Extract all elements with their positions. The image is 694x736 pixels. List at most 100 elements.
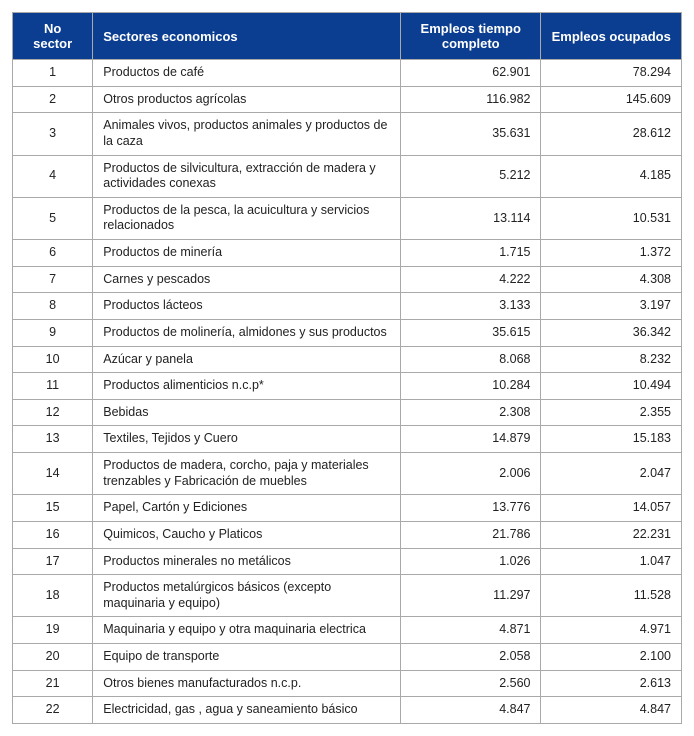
- cell-empleos-oc: 2.047: [541, 453, 682, 495]
- table-row: 19Maquinaria y equipo y otra maquinaria …: [13, 617, 682, 644]
- table-body: 1Productos de café62.90178.2942Otros pro…: [13, 60, 682, 724]
- table-row: 4Productos de silvicultura, extracción d…: [13, 155, 682, 197]
- table-row: 2Otros productos agrícolas116.982145.609: [13, 86, 682, 113]
- cell-sector: Textiles, Tejidos y Cuero: [93, 426, 401, 453]
- cell-empleos-oc: 2.100: [541, 644, 682, 671]
- cell-no: 21: [13, 670, 93, 697]
- table-row: 20Equipo de transporte2.0582.100: [13, 644, 682, 671]
- cell-empleos-tc: 4.847: [401, 697, 541, 724]
- cell-empleos-oc: 22.231: [541, 521, 682, 548]
- cell-empleos-tc: 13.776: [401, 495, 541, 522]
- col-header-no: No sector: [13, 13, 93, 60]
- cell-sector: Animales vivos, productos animales y pro…: [93, 113, 401, 155]
- cell-empleos-oc: 1.047: [541, 548, 682, 575]
- cell-empleos-oc: 4.847: [541, 697, 682, 724]
- table-row: 12Bebidas2.3082.355: [13, 399, 682, 426]
- sectores-table: No sector Sectores economicos Empleos ti…: [12, 12, 682, 724]
- cell-empleos-oc: 36.342: [541, 319, 682, 346]
- cell-sector: Productos de minería: [93, 240, 401, 267]
- cell-empleos-oc: 14.057: [541, 495, 682, 522]
- cell-empleos-tc: 13.114: [401, 197, 541, 239]
- cell-empleos-oc: 4.971: [541, 617, 682, 644]
- table-header-row: No sector Sectores economicos Empleos ti…: [13, 13, 682, 60]
- cell-sector: Productos minerales no metálicos: [93, 548, 401, 575]
- cell-sector: Otros bienes manufacturados n.c.p.: [93, 670, 401, 697]
- cell-empleos-oc: 4.308: [541, 266, 682, 293]
- cell-no: 22: [13, 697, 93, 724]
- cell-sector: Productos de molinería, almidones y sus …: [93, 319, 401, 346]
- cell-empleos-tc: 14.879: [401, 426, 541, 453]
- cell-sector: Equipo de transporte: [93, 644, 401, 671]
- cell-empleos-tc: 35.631: [401, 113, 541, 155]
- table-row: 15Papel, Cartón y Ediciones13.77614.057: [13, 495, 682, 522]
- cell-empleos-tc: 5.212: [401, 155, 541, 197]
- table-row: 18Productos metalúrgicos básicos (except…: [13, 575, 682, 617]
- cell-sector: Papel, Cartón y Ediciones: [93, 495, 401, 522]
- cell-sector: Electricidad, gas , agua y saneamiento b…: [93, 697, 401, 724]
- cell-empleos-oc: 2.355: [541, 399, 682, 426]
- cell-empleos-tc: 1.026: [401, 548, 541, 575]
- table-row: 14Productos de madera, corcho, paja y ma…: [13, 453, 682, 495]
- cell-empleos-oc: 78.294: [541, 60, 682, 87]
- cell-empleos-oc: 2.613: [541, 670, 682, 697]
- cell-empleos-oc: 10.494: [541, 373, 682, 400]
- cell-sector: Productos de la pesca, la acuicultura y …: [93, 197, 401, 239]
- cell-sector: Azúcar y panela: [93, 346, 401, 373]
- cell-no: 4: [13, 155, 93, 197]
- cell-sector: Productos lácteos: [93, 293, 401, 320]
- table-row: 11Productos alimenticios n.c.p*10.28410.…: [13, 373, 682, 400]
- cell-sector: Productos de silvicultura, extracción de…: [93, 155, 401, 197]
- cell-empleos-tc: 2.006: [401, 453, 541, 495]
- cell-empleos-tc: 21.786: [401, 521, 541, 548]
- table-row: 10Azúcar y panela8.0688.232: [13, 346, 682, 373]
- cell-sector: Maquinaria y equipo y otra maquinaria el…: [93, 617, 401, 644]
- cell-sector: Bebidas: [93, 399, 401, 426]
- cell-no: 10: [13, 346, 93, 373]
- cell-empleos-tc: 11.297: [401, 575, 541, 617]
- col-header-sector: Sectores economicos: [93, 13, 401, 60]
- table-row: 5Productos de la pesca, la acuicultura y…: [13, 197, 682, 239]
- cell-no: 15: [13, 495, 93, 522]
- table-row: 21Otros bienes manufacturados n.c.p.2.56…: [13, 670, 682, 697]
- cell-no: 7: [13, 266, 93, 293]
- cell-empleos-tc: 116.982: [401, 86, 541, 113]
- cell-empleos-oc: 10.531: [541, 197, 682, 239]
- table-row: 9Productos de molinería, almidones y sus…: [13, 319, 682, 346]
- cell-empleos-oc: 1.372: [541, 240, 682, 267]
- cell-empleos-tc: 62.901: [401, 60, 541, 87]
- cell-sector: Carnes y pescados: [93, 266, 401, 293]
- cell-sector: Productos alimenticios n.c.p*: [93, 373, 401, 400]
- table-row: 13Textiles, Tejidos y Cuero14.87915.183: [13, 426, 682, 453]
- cell-empleos-tc: 2.058: [401, 644, 541, 671]
- table-row: 8Productos lácteos3.1333.197: [13, 293, 682, 320]
- table-row: 22Electricidad, gas , agua y saneamiento…: [13, 697, 682, 724]
- cell-empleos-tc: 10.284: [401, 373, 541, 400]
- cell-empleos-oc: 15.183: [541, 426, 682, 453]
- cell-empleos-tc: 35.615: [401, 319, 541, 346]
- cell-no: 16: [13, 521, 93, 548]
- table-row: 7Carnes y pescados4.2224.308: [13, 266, 682, 293]
- table-row: 3Animales vivos, productos animales y pr…: [13, 113, 682, 155]
- cell-empleos-oc: 145.609: [541, 86, 682, 113]
- cell-sector: Productos de madera, corcho, paja y mate…: [93, 453, 401, 495]
- cell-empleos-tc: 2.560: [401, 670, 541, 697]
- cell-empleos-oc: 3.197: [541, 293, 682, 320]
- cell-sector: Otros productos agrícolas: [93, 86, 401, 113]
- cell-no: 3: [13, 113, 93, 155]
- cell-no: 13: [13, 426, 93, 453]
- cell-no: 18: [13, 575, 93, 617]
- cell-no: 20: [13, 644, 93, 671]
- cell-sector: Productos metalúrgicos básicos (excepto …: [93, 575, 401, 617]
- cell-no: 5: [13, 197, 93, 239]
- cell-empleos-tc: 1.715: [401, 240, 541, 267]
- cell-sector: Quimicos, Caucho y Platicos: [93, 521, 401, 548]
- cell-no: 17: [13, 548, 93, 575]
- table-row: 6Productos de minería1.7151.372: [13, 240, 682, 267]
- cell-empleos-oc: 8.232: [541, 346, 682, 373]
- cell-empleos-oc: 4.185: [541, 155, 682, 197]
- table-row: 17Productos minerales no metálicos1.0261…: [13, 548, 682, 575]
- table-row: 16Quimicos, Caucho y Platicos21.78622.23…: [13, 521, 682, 548]
- cell-empleos-oc: 11.528: [541, 575, 682, 617]
- col-header-empleos-tc: Empleos tiempo completo: [401, 13, 541, 60]
- cell-empleos-tc: 4.871: [401, 617, 541, 644]
